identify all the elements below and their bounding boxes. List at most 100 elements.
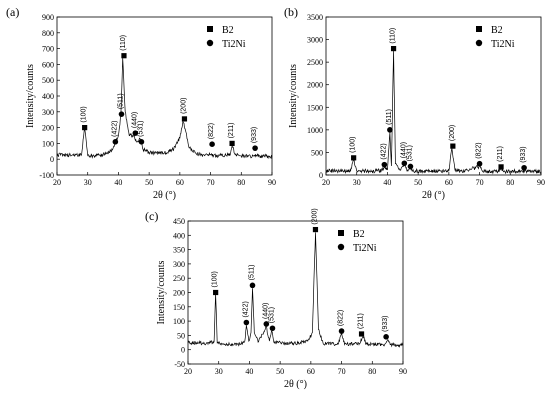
hkl-label: (422): [111, 120, 118, 136]
hkl-label: (933): [251, 127, 258, 143]
y-tick-label: 500: [42, 76, 54, 85]
legend-b2-label: B2: [353, 229, 365, 240]
hkl-label: (200): [180, 98, 187, 114]
legend-ti2ni-marker: [206, 39, 214, 47]
ti2ni-peak-marker: [269, 325, 276, 332]
hkl-label: (531): [406, 145, 413, 161]
y-tick-label: 0: [50, 155, 54, 164]
x-tick-label: 40: [114, 178, 122, 187]
panel-b: (b) 20 30 40 50 60 70 80 90 0 500 1000 1500 2000 2500 3…: [284, 5, 545, 201]
legend-b2-marker: [476, 26, 482, 32]
y-tick-label: 800: [42, 29, 54, 38]
ti2ni-peak-marker: [521, 164, 527, 171]
y-tick-label: 300: [42, 108, 54, 117]
ti2ni-peak-marker: [407, 163, 414, 170]
y-tick-label: 2500: [307, 58, 323, 67]
x-axis-label: 2θ (°): [153, 190, 176, 201]
y-tick-label: 300: [173, 260, 185, 269]
hkl-label: (211): [358, 313, 365, 329]
y-tick-label: 350: [173, 246, 185, 255]
ti2ni-peak-marker: [132, 130, 139, 136]
x-tick-label: 50: [145, 178, 153, 187]
hkl-label: (211): [228, 123, 235, 139]
hkl-label: (511): [118, 93, 125, 109]
x-tick-label: 70: [476, 178, 484, 187]
hkl-label: (511): [249, 265, 256, 281]
panel-label: (b): [284, 5, 298, 19]
hkl-label: (822): [476, 142, 483, 158]
ti2ni-peak-marker: [209, 141, 215, 147]
legend-ti2ni-label: Ti2Ni: [491, 39, 515, 50]
ti2ni-peak-marker: [112, 139, 119, 145]
x-tick-label: 70: [338, 367, 346, 376]
y-tick-label: 0: [181, 346, 185, 355]
b2-peak-marker: [390, 46, 397, 52]
y-tick-label: 3000: [307, 36, 323, 45]
hkl-label: (100): [350, 137, 357, 153]
hkl-label: (422): [380, 143, 387, 159]
y-tick-label: 100: [173, 317, 185, 326]
ti2ni-peak-marker: [252, 145, 258, 151]
b2-peak-marker: [498, 164, 504, 170]
hkl-label: (422): [242, 301, 249, 317]
hkl-label: (440): [400, 142, 407, 158]
x-tick-label: 90: [399, 367, 407, 376]
xrd-pattern-line: [325, 50, 542, 175]
y-tick-label: 150: [173, 303, 185, 312]
legend-ti2ni-label: Ti2Ni: [222, 39, 246, 50]
y-tick-label: -50: [174, 360, 185, 369]
y-tick-label: -100: [39, 171, 54, 180]
y-tick-label: 200: [42, 124, 54, 133]
b2-peak-marker: [121, 53, 127, 59]
x-tick-label: 90: [268, 178, 276, 187]
x-tick-label: 20: [322, 178, 330, 187]
plot-frame: [325, 16, 542, 176]
ti2ni-peak-marker: [387, 127, 393, 133]
ti2ni-peak-marker: [401, 160, 408, 167]
x-tick-label: 20: [53, 178, 61, 187]
ti2ni-peak-marker: [381, 161, 388, 168]
y-tick-label: 450: [173, 217, 185, 226]
y-tick-label: 3500: [307, 13, 323, 22]
ti2ni-peak-marker: [138, 139, 145, 145]
legend-b2-marker: [338, 230, 344, 236]
legend-b2-marker: [207, 26, 213, 32]
y-tick-label: 400: [42, 92, 54, 101]
x-tick-label: 60: [176, 178, 184, 187]
y-tick-label: 1000: [307, 126, 323, 135]
x-tick-label: 80: [237, 178, 245, 187]
b2-peak-marker: [213, 289, 219, 296]
x-tick-label: 30: [84, 178, 92, 187]
hkl-label: (200): [311, 208, 318, 224]
panel-a: (a) 20 30 40 50 60 70 80 90 -100 0 100 200 300 400 500 6…: [6, 5, 276, 201]
ti2ni-peak-marker: [243, 319, 250, 326]
hkl-label: (440): [131, 112, 138, 128]
x-axis-label: 2θ (°): [422, 190, 445, 201]
ti2ni-peak-marker: [338, 328, 345, 334]
y-tick-label: 50: [177, 331, 185, 340]
hkl-label: (100): [212, 271, 219, 287]
x-tick-label: 40: [245, 367, 253, 376]
hkl-label: (933): [382, 315, 389, 331]
x-tick-label: 70: [207, 178, 215, 187]
y-axis-label: Intensity/counts: [156, 260, 167, 324]
hkl-label: (531): [137, 120, 144, 136]
y-tick-label: 200: [173, 289, 185, 298]
hkl-label: (100): [81, 106, 88, 122]
panel-c: (c) 20 30 40 50 60 70 80 90 -50 0 50 100 150 200 250 300…: [145, 208, 407, 390]
hkl-label: (211): [497, 146, 504, 162]
hkl-label: (440): [262, 303, 269, 319]
hkl-label: (933): [520, 146, 527, 162]
y-tick-label: 500: [311, 148, 323, 157]
b2-peak-marker: [229, 140, 235, 146]
hkl-label: (531): [268, 307, 275, 323]
hkl-label: (110): [120, 35, 127, 51]
x-tick-label: 60: [445, 178, 453, 187]
y-tick-label: 1500: [307, 103, 323, 112]
x-tick-label: 50: [276, 367, 284, 376]
legend-ti2ni-marker: [475, 39, 483, 47]
b2-peak-marker: [82, 125, 88, 131]
x-axis-label: 2θ (°): [284, 379, 307, 390]
legend-ti2ni-label: Ti2Ni: [353, 243, 377, 254]
y-tick-label: 2000: [307, 81, 323, 90]
